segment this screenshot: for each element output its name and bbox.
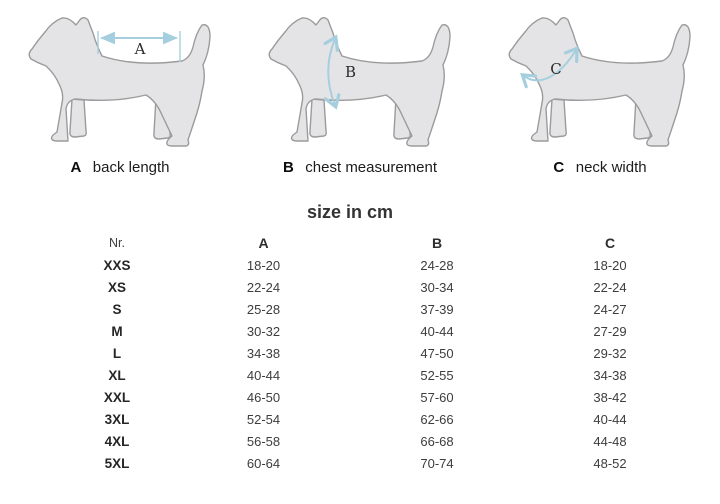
neck-arrow <box>520 45 579 89</box>
table-row: M 30-32 40-44 27-29 <box>58 320 697 342</box>
size-table: Nr. A B C XXS 18-20 24-28 18-20 XS 22-24 30-34… <box>58 232 697 474</box>
value-cell: 34-38 <box>593 367 627 383</box>
table-row: XXL 46-50 57-60 38-42 <box>58 386 697 408</box>
size-name-cell: 3XL <box>104 411 130 427</box>
value-cell: 48-52 <box>593 455 627 471</box>
chest-arrow <box>323 34 341 110</box>
value-cell: 27-29 <box>593 323 627 339</box>
size-name-cell: 4XL <box>104 433 130 449</box>
value-cell: 24-27 <box>593 301 627 317</box>
caption-text-a: back length <box>92 159 170 176</box>
size-name-cell: M <box>111 323 123 339</box>
dog-illustration-chest: B <box>268 17 451 147</box>
caption-text-c: neck width <box>575 159 647 176</box>
value-cell: 44-48 <box>593 433 627 449</box>
value-cell: 62-66 <box>420 411 454 427</box>
table-title: size in cm <box>306 202 394 222</box>
column-header-c: C <box>604 235 616 251</box>
size-name-cell: S <box>112 301 122 317</box>
figure-caption-a: A back length <box>70 159 169 176</box>
table-row: XS 22-24 30-34 22-24 <box>58 276 697 298</box>
table-row: 3XL 52-54 62-66 40-44 <box>58 408 697 430</box>
size-name-cell: 5XL <box>104 455 130 471</box>
column-header-a: A <box>258 235 269 251</box>
figure-caption-c: C neck width <box>553 159 646 176</box>
figure-neck-width: C C neck width <box>480 5 720 176</box>
value-cell: 30-32 <box>246 323 281 339</box>
value-cell: 18-20 <box>246 257 281 273</box>
table-row: L 34-38 47-50 29-32 <box>58 342 697 364</box>
value-cell: 30-34 <box>420 279 454 295</box>
caption-letter-c: C <box>553 159 565 176</box>
value-cell: 24-28 <box>420 257 454 273</box>
value-cell: 52-55 <box>420 367 454 383</box>
dog-illustration-back-length: A <box>28 17 211 147</box>
value-cell: 40-44 <box>420 323 454 339</box>
value-cell: 60-64 <box>246 455 281 471</box>
table-header-row: Nr. A B C <box>58 232 697 254</box>
caption-text-b: chest measurement <box>305 159 438 176</box>
value-cell: 40-44 <box>593 411 627 427</box>
table-row: XL 40-44 52-55 34-38 <box>58 364 697 386</box>
size-name-cell: L <box>112 345 122 361</box>
figure-chest-measurement: B B chest measurement <box>240 5 480 176</box>
value-cell: 46-50 <box>246 389 281 405</box>
table-row: 5XL 60-64 70-74 48-52 <box>58 452 697 474</box>
size-name-cell: XXL <box>103 389 131 405</box>
value-cell: 22-24 <box>593 279 627 295</box>
value-cell: 57-60 <box>420 389 454 405</box>
value-cell: 56-58 <box>246 433 281 449</box>
measurement-letter-b-on-dog: B <box>345 63 356 81</box>
size-name-cell: XS <box>107 279 126 295</box>
caption-letter-b: B <box>282 159 295 176</box>
value-cell: 47-50 <box>420 345 454 361</box>
value-cell: 29-32 <box>593 345 627 361</box>
figure-back-length: A A back length <box>0 5 240 176</box>
figure-caption-b: B chest measurement <box>283 159 437 176</box>
value-cell: 25-28 <box>246 301 281 317</box>
measurement-letter-c-on-dog: C <box>550 60 561 78</box>
value-cell: 34-38 <box>246 345 281 361</box>
value-cell: 52-54 <box>246 411 281 427</box>
column-header-b: B <box>431 235 443 251</box>
column-header-nr: Nr. <box>109 236 125 250</box>
table-row: S 25-28 37-39 24-27 <box>58 298 697 320</box>
value-cell: 66-68 <box>420 433 454 449</box>
value-cell: 22-24 <box>246 279 281 295</box>
measurement-figures: A A back length B B chest measurement <box>0 5 720 176</box>
value-cell: 18-20 <box>593 257 627 273</box>
measurement-letter-a-on-dog: A <box>134 40 146 58</box>
value-cell: 38-42 <box>593 389 627 405</box>
table-row: 4XL 56-58 66-68 44-48 <box>58 430 697 452</box>
size-table-section: size in cm Nr. A B C XXS 18-20 24-28 18-20 X… <box>0 202 720 474</box>
table-row: XXS 18-20 24-28 18-20 <box>58 254 697 276</box>
value-cell: 40-44 <box>246 367 281 383</box>
size-name-cell: XXS <box>103 257 131 273</box>
value-cell: 70-74 <box>420 455 454 471</box>
value-cell: 37-39 <box>420 301 454 317</box>
size-name-cell: XL <box>108 367 126 383</box>
caption-letter-a: A <box>70 159 82 176</box>
back-length-arrow <box>97 31 181 62</box>
dog-illustration-neck: C <box>508 17 691 147</box>
